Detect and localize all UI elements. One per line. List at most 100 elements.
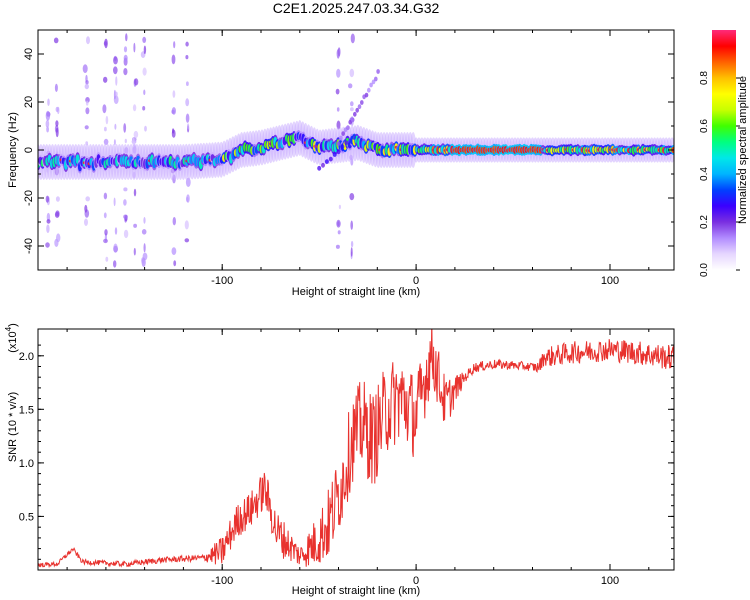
y-tick-label: 40	[23, 48, 35, 60]
noise-speck	[55, 127, 59, 138]
colorbar-gradient-bar	[712, 30, 736, 270]
noise-speck	[350, 240, 354, 248]
noise-speck	[143, 89, 146, 96]
noise-speck	[338, 204, 341, 210]
noise-speck	[104, 126, 107, 132]
noise-speck	[172, 128, 175, 134]
noise-speck	[103, 76, 108, 83]
noise-speck	[54, 83, 58, 92]
noise-speck	[123, 199, 127, 206]
spectrogram-y-axis-label: Frequency (Hz)	[7, 112, 19, 188]
branch-cell	[328, 156, 333, 162]
noise-speck	[113, 66, 118, 75]
spectrogram-heatmap	[38, 33, 674, 268]
noise-speck	[134, 78, 139, 86]
noise-speck	[113, 56, 118, 65]
noise-speck	[114, 227, 118, 235]
noise-speck	[350, 220, 354, 230]
noise-speck	[85, 80, 89, 85]
colorbar-label: Normalized spectral amplitude	[737, 76, 749, 224]
noise-speck	[143, 217, 146, 224]
noise-speck	[55, 210, 60, 217]
colorbar-tick-label: 0.0	[699, 263, 710, 277]
noise-speck	[336, 107, 340, 112]
noise-speck	[115, 76, 118, 86]
branch-cell	[352, 135, 357, 140]
noise-speck	[84, 204, 88, 213]
branch-cell	[357, 104, 362, 110]
noise-speck	[349, 68, 355, 78]
branch-cell	[371, 79, 376, 85]
x-tick-label: 100	[601, 275, 619, 287]
noise-speck	[141, 229, 147, 235]
noise-speck	[123, 187, 128, 192]
y-tick-label: 2.0	[19, 351, 34, 363]
noise-speck	[173, 260, 177, 267]
y-tick-label: 0	[23, 147, 35, 153]
noise-speck	[142, 106, 146, 111]
noise-speck	[171, 247, 177, 256]
y-tick-label: 1.5	[19, 404, 34, 416]
branch-cell	[317, 165, 322, 171]
noise-speck	[55, 106, 59, 113]
snr-plot-area	[38, 329, 674, 570]
noise-speck	[133, 247, 136, 256]
noise-speck	[113, 89, 116, 100]
colorbar-tick-label: 0.8	[699, 71, 710, 85]
y-tick-label: 1.0	[19, 458, 34, 470]
noise-speck	[337, 230, 341, 235]
noise-speck	[82, 64, 88, 73]
noise-speck	[185, 98, 190, 107]
noise-speck	[187, 123, 190, 130]
noise-speck	[123, 229, 129, 239]
branch-cell	[364, 92, 369, 98]
noise-speck	[114, 123, 117, 130]
x-tick-label: -100	[211, 275, 233, 287]
noise-speck	[45, 119, 50, 128]
noise-speck	[185, 41, 189, 47]
snr-panel: -100 0 100 0.5 1.0 1.5 2.0 Height of straight …	[4, 323, 675, 597]
noise-speck	[132, 104, 137, 112]
colorbar: 0.0 0.2 0.4 0.6 0.8 Normalized spectral ampl…	[699, 30, 749, 277]
noise-speck	[45, 195, 50, 203]
noise-speck	[185, 113, 190, 123]
spectrogram-x-axis-label: Height of straight line (km)	[292, 286, 420, 298]
noise-speck	[143, 45, 147, 55]
noise-speck	[47, 98, 50, 106]
snr-y-axis-label: SNR (10 * v/v)	[7, 392, 19, 462]
branch-cell	[344, 140, 349, 146]
branch-cell	[376, 69, 380, 74]
noise-speck	[133, 42, 136, 53]
noise-speck	[53, 37, 59, 44]
branch-cell	[348, 138, 353, 144]
spectrogram-panel: -100 0 100 -40 -20 0 20 40 Height of straight l…	[7, 29, 675, 298]
noise-speck	[84, 83, 90, 90]
noise-speck	[54, 238, 59, 247]
noise-speck	[142, 36, 147, 44]
y-tick-label: -20	[23, 190, 35, 206]
noise-speck	[103, 212, 107, 219]
noise-speck	[113, 243, 118, 253]
noise-speck	[184, 238, 190, 243]
noise-speck	[336, 49, 340, 59]
branch-cell	[340, 144, 345, 150]
noise-speck	[143, 243, 146, 253]
noise-speck	[125, 33, 128, 42]
snr-multiplier-exponent: 4	[4, 326, 13, 331]
noise-speck	[113, 197, 116, 207]
y-tick-label: -40	[23, 238, 35, 254]
noise-speck	[84, 125, 89, 130]
noise-speck	[133, 223, 138, 228]
colorbar-tick-label: 0.6	[699, 119, 710, 133]
branch-cell	[360, 100, 364, 105]
noise-speck	[103, 238, 108, 244]
noise-speck	[105, 115, 109, 125]
noise-speck	[336, 219, 341, 228]
noise-speck	[350, 101, 354, 107]
noise-speck	[103, 41, 108, 46]
x-tick-label: -100	[211, 575, 233, 587]
branch-cell	[350, 117, 355, 123]
snr-frame	[37, 328, 675, 571]
noise-speck	[184, 220, 189, 230]
